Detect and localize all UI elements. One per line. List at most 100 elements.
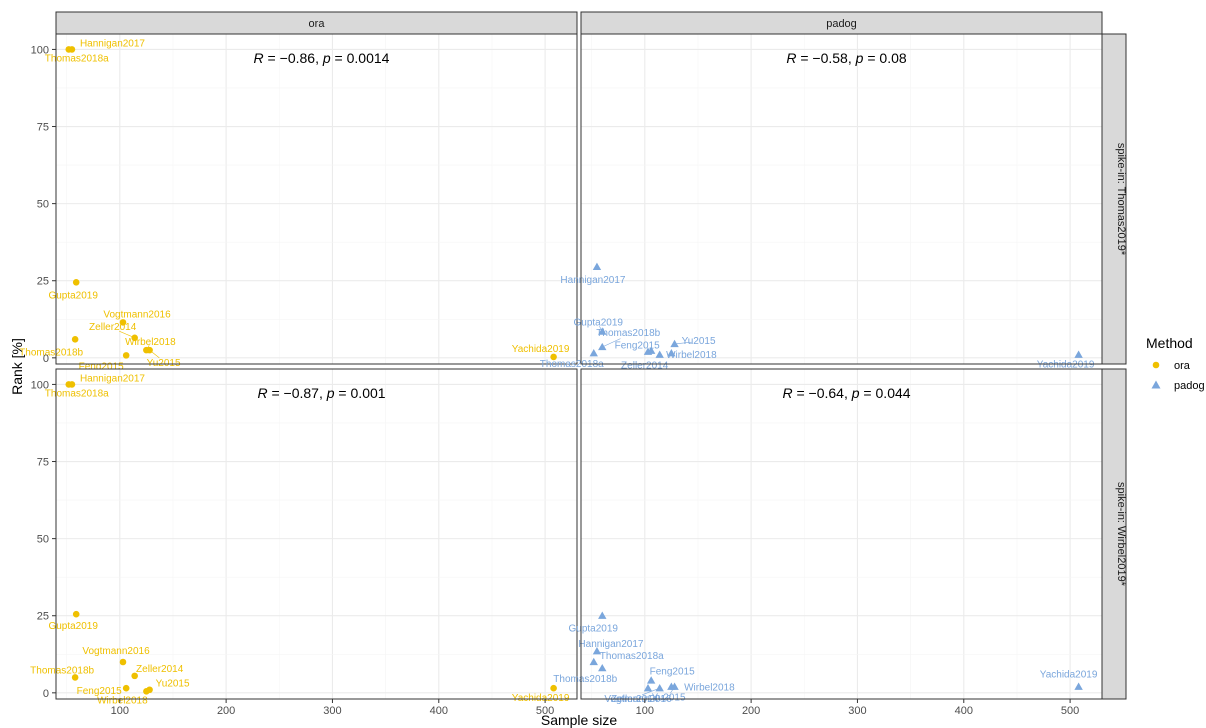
y-axis-title: Rank [%] xyxy=(9,338,25,395)
strip-background xyxy=(1101,33,1127,365)
gridlines xyxy=(56,369,577,699)
strip-background xyxy=(55,11,578,35)
point-label: Vogtmann2016 xyxy=(82,646,150,657)
point-label: Wirbel2018 xyxy=(684,683,735,694)
data-point-Thomas2018b xyxy=(71,674,79,681)
point-label: Feng2015 xyxy=(77,686,122,697)
y-tick-label: 25 xyxy=(37,611,49,623)
x-tick-label: 400 xyxy=(430,705,448,717)
point-label: Yachida2019 xyxy=(512,344,570,355)
y-tick-label: 0 xyxy=(43,688,49,700)
panel-background xyxy=(56,34,577,364)
panel-background xyxy=(581,369,1102,699)
point-label: Yu2015 xyxy=(156,679,190,690)
y-tick-label: 0 xyxy=(43,353,49,365)
row-strip-2: spike-in: Wirbel2019* xyxy=(1101,368,1127,700)
panel-border xyxy=(55,368,578,700)
data-point-Feng2015 xyxy=(646,676,656,684)
x-tick-label: 200 xyxy=(742,705,760,717)
point-label: Thomas2018b xyxy=(596,328,660,339)
point-label: Wirbel2018 xyxy=(97,695,148,706)
x-tick-label: 500 xyxy=(1061,705,1079,717)
point-label: Wirbel2018 xyxy=(666,350,717,361)
r-equals: = xyxy=(268,385,284,401)
data-point-Vogtmann2016 xyxy=(119,658,127,666)
data-point-Vogtmann2016 xyxy=(643,347,653,355)
p-value: 0.001 xyxy=(351,385,386,401)
r-value: −0.64 xyxy=(809,385,845,401)
data-point-Feng2015 xyxy=(122,352,130,359)
panel-ora-row-1: Hannigan2017 Thomas2018a Gupta2019 Vogtmann… xyxy=(19,33,578,372)
x-tick-label: 300 xyxy=(323,705,341,717)
point-label: Thomas2018b xyxy=(30,665,94,676)
strip-background xyxy=(580,11,1103,35)
point-label: Zeller2014 xyxy=(621,361,669,372)
r-symbol: R xyxy=(254,50,264,66)
point-label: Yu2015 xyxy=(652,693,686,704)
x-tick-label: 100 xyxy=(636,705,654,717)
p-value: 0.044 xyxy=(876,385,911,401)
p-equals: = xyxy=(331,50,347,66)
point-label: Zeller2014 xyxy=(89,322,137,333)
data-point-Yu2015 xyxy=(146,346,153,354)
data-point-Thomas2018a xyxy=(589,349,598,357)
gridlines xyxy=(581,34,1102,364)
data-point-Yachida2019 xyxy=(550,353,557,361)
data-point-Yu2015 xyxy=(670,682,679,690)
r-equals: = xyxy=(793,385,809,401)
data-point-Thomas2018a xyxy=(65,46,73,53)
separator: , xyxy=(315,50,323,66)
r-equals: = xyxy=(796,50,812,66)
data-point-Gupta2019 xyxy=(72,278,80,286)
column-strip-label: ora xyxy=(309,18,326,30)
data-point-Thomas2018b xyxy=(598,663,607,672)
p-symbol: p xyxy=(855,50,864,66)
x-axis-title: Sample size xyxy=(541,712,617,728)
r-symbol: R xyxy=(257,385,267,401)
p-symbol: p xyxy=(322,50,331,66)
correlation-annotation: R = −0.58, p = 0.08 xyxy=(786,50,907,66)
point-label: Hannigan2017 xyxy=(560,275,625,286)
p-symbol: p xyxy=(851,385,860,401)
legend-key-padog xyxy=(1151,380,1161,389)
r-symbol: R xyxy=(786,50,796,66)
p-symbol: p xyxy=(326,385,335,401)
p-equals: = xyxy=(863,50,879,66)
separator: , xyxy=(848,50,856,66)
point-label: Zeller2014 xyxy=(611,694,659,705)
data-point-Thomas2018b xyxy=(598,342,607,351)
point-label: Feng2015 xyxy=(615,341,660,352)
point-label: Thomas2018b xyxy=(553,674,617,685)
data-point-Vogtmann2016 xyxy=(643,684,653,692)
data-point-Thomas2018a xyxy=(589,657,598,666)
x-tick-label: 500 xyxy=(536,705,554,717)
point-label: Gupta2019 xyxy=(569,624,619,635)
x-tick-label: 400 xyxy=(955,705,973,717)
point-label: Thomas2018a xyxy=(540,359,604,370)
legend-title: Method xyxy=(1146,335,1193,351)
x-axis: 100 200 300 400 500 100 200 300 400 500 xyxy=(111,699,1079,717)
row-strip-1: spike-in: Thomas2019* xyxy=(1101,33,1127,365)
point-label: Yu2015 xyxy=(682,336,716,347)
r-symbol: R xyxy=(782,385,792,401)
point-label: Hannigan2017 xyxy=(80,373,145,384)
data-point-Hannigan2017 xyxy=(592,646,602,655)
data-point-Yachida2019 xyxy=(1074,350,1083,358)
y-tick-label: 50 xyxy=(37,199,49,211)
data-point-Wirbel2018 xyxy=(667,349,676,357)
data-point-Yachida2019 xyxy=(550,684,557,692)
data-point-Gupta2019 xyxy=(598,327,607,335)
separator: , xyxy=(844,385,852,401)
point-label: Thomas2018a xyxy=(600,651,664,662)
x-tick-label: 100 xyxy=(111,705,129,717)
data-point-Gupta2019 xyxy=(72,610,80,618)
point-label: Yachida2019 xyxy=(1037,360,1095,371)
y-tick-label: 100 xyxy=(31,44,49,56)
column-strip-ora: ora xyxy=(55,11,578,35)
point-label: Thomas2018b xyxy=(19,347,83,358)
y-tick-label: 100 xyxy=(31,379,49,391)
data-point-Feng2015 xyxy=(122,684,130,692)
label-segment xyxy=(674,341,692,345)
x-tick-label: 300 xyxy=(848,705,866,717)
